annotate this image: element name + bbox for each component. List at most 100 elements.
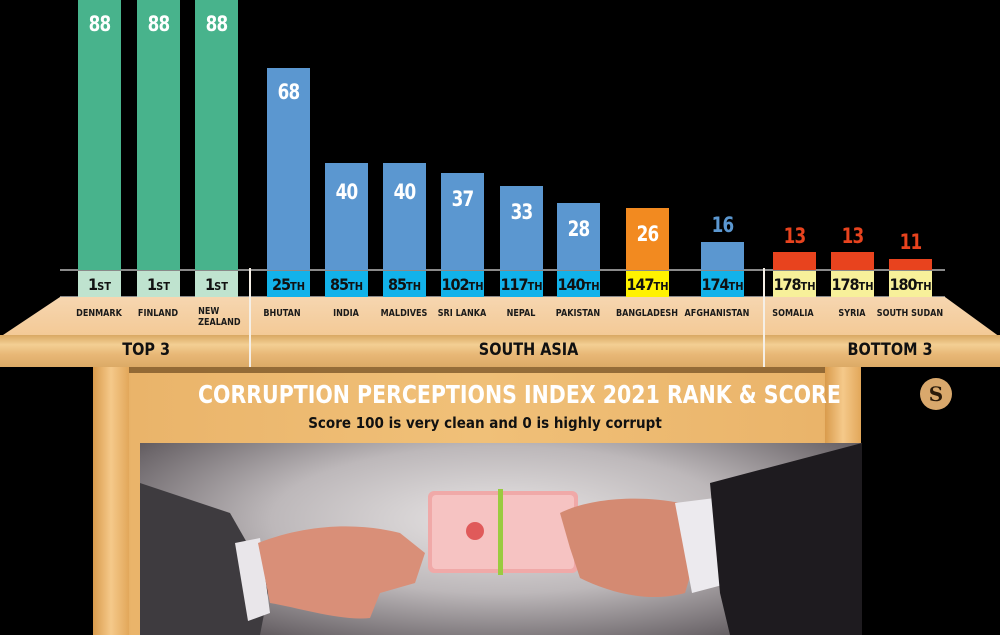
bar-somalia — [773, 252, 816, 270]
bar-bhutan: 68 — [267, 68, 310, 270]
rank-suffix: TH — [347, 280, 364, 293]
country-label-maldives: MALDIVES — [380, 308, 428, 319]
bar-afghanistan — [701, 242, 744, 270]
score-label-afghanistan: 16 — [711, 213, 735, 237]
rank-suffix: TH — [653, 280, 669, 293]
group-label-top3: TOP 3 — [122, 340, 171, 360]
country-label-somalia: SOMALIA — [772, 308, 814, 319]
rank-denmark: 1ST — [78, 271, 121, 297]
rank-south-sudan: 180TH — [889, 271, 932, 297]
score-label-somalia: 13 — [783, 224, 807, 248]
bar-denmark: 88 — [78, 0, 121, 270]
rank-suffix: ST — [214, 280, 228, 293]
country-label-line: ZEALAND — [198, 317, 241, 328]
score-label: 88 — [88, 12, 112, 36]
score-label: 40 — [393, 180, 417, 204]
group-divider — [249, 268, 251, 367]
country-label-new-zealand: NEW ZEALAND — [182, 306, 250, 328]
rank-suffix: TH — [405, 280, 422, 293]
rank-syria: 178TH — [831, 271, 874, 297]
rank-number: 147 — [626, 275, 654, 294]
rank-sri-lanka: 102TH — [441, 271, 484, 297]
country-label-bangladesh: BANGLADESH — [616, 308, 678, 319]
rank-suffix: ST — [156, 280, 170, 293]
rank-suffix: TH — [584, 280, 600, 293]
rank-suffix: TH — [289, 280, 306, 293]
bar-bangladesh: 26 — [626, 208, 669, 270]
group-divider — [763, 268, 765, 367]
group-label-bottom3: BOTTOM 3 — [847, 340, 933, 360]
rank-nepal: 117TH — [500, 271, 543, 297]
group-label-south-asia: SOUTH ASIA — [478, 340, 579, 360]
bar-india: 40 — [325, 163, 368, 270]
rank-number: 85 — [329, 275, 349, 294]
bar-maldives: 40 — [383, 163, 426, 270]
country-label-pakistan: PAKISTAN — [555, 308, 601, 319]
rank-number: 1 — [205, 275, 215, 294]
rank-number: 180 — [889, 275, 917, 294]
rank-suffix: TH — [916, 280, 932, 293]
rank-pakistan: 140TH — [557, 271, 600, 297]
table-front-edge — [0, 335, 1000, 367]
country-label-india: INDIA — [333, 308, 359, 319]
publisher-logo-icon: S — [920, 378, 952, 410]
score-label: 68 — [277, 80, 301, 104]
country-label-nepal: NEPAL — [506, 308, 536, 319]
score-label: 33 — [510, 200, 534, 224]
bar-finland: 88 — [137, 0, 180, 270]
score-label: 40 — [335, 180, 359, 204]
hands-exchanging-money-photo — [140, 443, 862, 635]
country-label-afghanistan: AFGHANISTAN — [684, 308, 750, 319]
rank-somalia: 178TH — [773, 271, 816, 297]
rank-number: 178 — [831, 275, 859, 294]
rank-finland: 1ST — [137, 271, 180, 297]
rank-india: 85TH — [325, 271, 368, 297]
chart-subtitle: Score 100 is very clean and 0 is highly … — [308, 414, 662, 432]
rank-number: 1 — [147, 275, 157, 294]
country-label-denmark: DENMARK — [76, 308, 122, 319]
country-label-finland: FINLAND — [137, 308, 179, 319]
country-label-bhutan: BHUTAN — [263, 308, 301, 319]
bar-south-sudan — [889, 259, 932, 270]
rank-new-zealand: 1ST — [195, 271, 238, 297]
rank-afghanistan: 174TH — [701, 271, 744, 297]
baseline-top-right — [765, 269, 945, 271]
country-label-line: NEW — [198, 306, 220, 317]
score-label-syria: 13 — [841, 224, 865, 248]
score-label: 88 — [205, 12, 229, 36]
rank-number: 102 — [441, 275, 469, 294]
score-label: 28 — [567, 217, 591, 241]
rank-suffix: TH — [527, 280, 543, 293]
table-leg-left — [93, 367, 129, 635]
rank-suffix: TH — [728, 280, 744, 293]
baseline-top-left — [60, 269, 255, 271]
rank-suffix: ST — [97, 280, 111, 293]
baseline-top-mid — [255, 269, 765, 271]
country-label-sri-lanka: SRI LANKA — [437, 308, 487, 319]
bar-pakistan: 28 — [557, 203, 600, 270]
score-label: 26 — [636, 222, 660, 246]
panel-shadow — [93, 367, 861, 373]
rank-number: 174 — [701, 275, 729, 294]
bar-syria — [831, 252, 874, 270]
rank-number: 117 — [500, 275, 528, 294]
rank-number: 178 — [773, 275, 801, 294]
bar-new-zealand: 88 — [195, 0, 238, 270]
rank-suffix: TH — [858, 280, 874, 293]
bar-sri-lanka: 37 — [441, 173, 484, 270]
photo-illustration — [140, 443, 862, 635]
rank-number: 25 — [271, 275, 291, 294]
score-label-south-sudan: 11 — [899, 230, 923, 254]
score-label: 37 — [451, 187, 475, 211]
rank-suffix: TH — [468, 280, 484, 293]
rank-bhutan: 25TH — [267, 271, 310, 297]
chart-title: CORRUPTION PERCEPTIONS INDEX 2021 RANK &… — [198, 380, 841, 409]
country-label-south-sudan: SOUTH SUDAN — [876, 308, 944, 319]
score-label: 88 — [147, 12, 171, 36]
rank-number: 140 — [557, 275, 585, 294]
rank-bangladesh: 147TH — [626, 271, 669, 297]
rank-number: 85 — [387, 275, 407, 294]
country-label-syria: SYRIA — [838, 308, 866, 319]
rank-suffix: TH — [800, 280, 816, 293]
rank-number: 1 — [88, 275, 98, 294]
